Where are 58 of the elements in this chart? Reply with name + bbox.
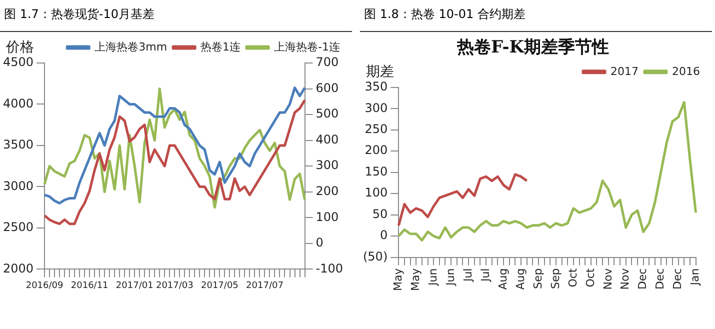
y-tick-label: 200 [364,143,388,158]
x-tick-label: 2017/01 [116,280,154,291]
x-tick-label: Jul [461,268,474,283]
y-tick-label: 150 [364,164,388,178]
x-tick-label: Dec [671,268,684,290]
x-tick-label: Dec [636,268,650,290]
y-tick-label: 4000 [2,96,34,110]
legend-label: 上海热卷3mm [94,40,168,54]
x-tick-label: May [408,268,422,292]
x-tick-label: Oct [566,268,580,288]
x-tick-label: 2016/11 [70,280,108,291]
y-tick-label: 3000 [2,178,34,193]
x-tick-label: 2017/05 [200,280,238,291]
y2-tick-label: 500 [316,106,339,121]
x-tick-label: Sep [548,268,562,289]
x-tick-label: Jan [688,268,702,286]
chart-title: 图 1.7：热卷现货-10月基差 [0,2,352,32]
x-tick-label: Jul [478,268,492,283]
x-tick-label: Aug [496,268,510,290]
y-tick-label: 2500 [2,220,34,234]
y2-tick-label: 300 [316,158,339,172]
y-tick-label: 3500 [2,138,34,152]
x-tick-label: Nov [618,268,632,290]
legend-label: 上海热卷-1连 [274,40,340,54]
legend-label: 热卷1连 [200,40,241,54]
x-tick-label: May [391,268,404,292]
y-tick-label: 250 [364,122,388,136]
legend-label: 2017 [610,64,639,78]
x-tick-label: 2017/03 [156,280,194,291]
x-tick-label: Jun [426,268,440,286]
y-tick-label: 350 [364,80,388,94]
y2-tick-label: 600 [316,80,339,95]
x-tick-label: 2017/07 [246,280,284,291]
legend-label: 2016 [672,64,700,78]
y-axis-title: 期差 [366,64,394,80]
y-tick-label: 0 [380,228,388,242]
x-tick-label: Sep [531,268,544,289]
x-tick-label: 2016/09 [26,280,64,291]
y-tick-label: 50 [372,206,388,221]
y-tick-label: 2000 [2,261,34,276]
y-tick-label: 4500 [2,55,34,70]
x-tick-label: Dec [654,268,667,290]
y-axis-title: 价格 [5,40,34,56]
y-tick-label: 100 [364,186,388,200]
y2-tick-label: 700 [316,55,339,70]
y2-tick-label: 200 [316,184,339,198]
chart-subtitle: 热卷F-K期差季节性 [456,38,610,58]
y-tick-label: 300 [364,100,388,115]
x-tick-label: Aug [514,268,527,290]
y2-tick-label: -100 [316,261,343,276]
x-tick-label: Jun [444,268,457,286]
y2-tick-label: 100 [316,210,339,224]
x-tick-label: Oct [584,268,597,288]
y2-tick-label: 400 [316,132,339,146]
y-tick-label: (50) [362,249,388,264]
y2-tick-label: 0 [316,236,324,250]
x-tick-label: Nov [601,268,614,290]
chart-title: 图 1.8：热卷 10-01 合约期差 [360,2,712,32]
